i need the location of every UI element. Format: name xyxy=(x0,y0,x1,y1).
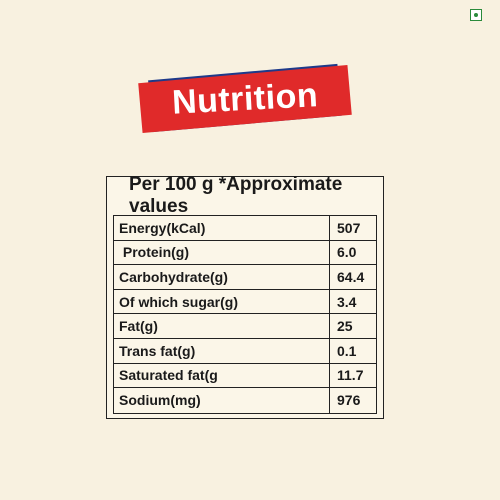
row-label: Energy(kCal) xyxy=(114,216,330,240)
table-row: Energy(kCal) 507 xyxy=(114,216,376,241)
row-value: 64.4 xyxy=(337,268,365,285)
table-row: Sodium(mg) 976 xyxy=(114,388,376,413)
nutrition-table: Per 100 g *Approximate values Energy(kCa… xyxy=(106,174,384,419)
nutrition-banner: Nutrition xyxy=(0,0,500,160)
row-label: Protein(g) xyxy=(114,240,330,265)
banner-front-shape: Nutrition xyxy=(138,64,352,134)
veg-mark-icon xyxy=(470,9,482,21)
row-label: Sodium(mg) xyxy=(114,388,330,413)
row-value: 976 xyxy=(337,392,361,409)
row-label: Saturated fat(g xyxy=(114,363,330,388)
table-row: Protein(g) 6.0 xyxy=(114,240,376,266)
row-label: Of which sugar(g) xyxy=(114,289,330,314)
row-label: Carbohydrate(g) xyxy=(114,265,330,289)
table-row: Carbohydrate(g) 64.4 xyxy=(114,265,376,290)
table-row: Fat(g) 25 xyxy=(114,314,376,339)
table-rows: Energy(kCal) 507 Protein(g) 6.0 Carbohyd… xyxy=(113,215,377,414)
veg-dot-icon xyxy=(473,12,478,17)
row-label: Trans fat(g) xyxy=(114,338,330,363)
row-value: 507 xyxy=(337,219,361,236)
row-value: 6.0 xyxy=(337,244,357,261)
table-row: Saturated fat(g 11.7 xyxy=(114,363,376,389)
row-label: Fat(g) xyxy=(114,314,330,338)
banner-title: Nutrition xyxy=(171,75,319,122)
row-value: 0.1 xyxy=(337,342,357,359)
row-value: 3.4 xyxy=(337,293,357,310)
row-value: 25 xyxy=(337,318,353,335)
row-value: 11.7 xyxy=(337,367,364,384)
table-header: Per 100 g *Approximate values xyxy=(129,174,343,217)
table-row: Trans fat(g) 0.1 xyxy=(114,338,376,364)
table-row: Of which sugar(g) 3.4 xyxy=(114,289,376,315)
